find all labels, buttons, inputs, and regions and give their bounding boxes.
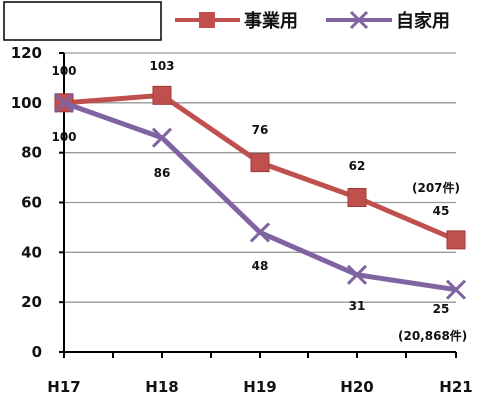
series-lines [53, 85, 467, 300]
data-label-jigyoyo-H18: 103 [149, 59, 174, 73]
y-tick-label-0: 0 [32, 343, 42, 361]
data-label-jigyoyo-H17: 100 [51, 64, 76, 78]
x-tick-label-H17: H17 [47, 378, 80, 396]
data-label-jikayo-H20: 31 [349, 299, 366, 313]
y-tick-label-80: 80 [21, 144, 42, 162]
legend-marker-x [349, 10, 369, 30]
data-label-jikayo-H17: 100 [51, 130, 76, 144]
x-tick-label-H18: H18 [145, 378, 178, 396]
marker-x-H19 [249, 222, 271, 243]
data-label-jikayo-H18: 86 [154, 166, 171, 180]
y-tick-label-40: 40 [21, 243, 42, 261]
marker-square-H19 [250, 153, 270, 173]
legend-label-jigyoyo: 事業用 [244, 10, 298, 32]
x-tick-label-H20: H20 [340, 378, 373, 396]
marker-x-H20 [346, 264, 368, 285]
marker-x-H18 [151, 127, 173, 148]
y-tick-labels: 0 20 40 60 80 100 120 [11, 44, 42, 361]
annotation-jigyoyo-count: (207件) [412, 180, 460, 195]
blank-box [3, 1, 162, 41]
y-tick-label-120: 120 [11, 44, 42, 62]
data-labels: 100 103 76 62 45 100 86 48 31 25 [51, 59, 449, 316]
data-label-jigyoyo-H20: 62 [349, 159, 366, 173]
y-tick-label-100: 100 [11, 94, 42, 112]
data-label-jigyoyo-H21: 45 [433, 204, 450, 218]
y-tick-label-60: 60 [21, 194, 42, 212]
legend: 事業用 自家用 [175, 10, 450, 32]
y-tick-label-20: 20 [21, 293, 42, 311]
annotation-jikayo-count: (20,868件) [398, 328, 467, 343]
legend-x-stroke-1 [349, 10, 369, 30]
grid-lines [64, 52, 456, 303]
marker-square-H20 [347, 188, 367, 208]
data-label-jigyoyo-H19: 76 [252, 123, 269, 137]
legend-label-jikayo: 自家用 [396, 10, 450, 32]
x-tick-labels: H17 H18 H19 H20 H21 [47, 378, 472, 396]
x-tick-label-H19: H19 [243, 378, 276, 396]
marker-x-H17 [53, 92, 75, 113]
legend-marker-square [199, 12, 215, 28]
data-label-jikayo-H21: 25 [433, 302, 450, 316]
marker-x-H21 [445, 279, 467, 300]
data-label-jikayo-H19: 48 [252, 259, 269, 273]
x-tick-label-H21: H21 [439, 378, 472, 396]
marker-square-H21 [446, 230, 466, 250]
marker-square-H18 [152, 85, 172, 105]
